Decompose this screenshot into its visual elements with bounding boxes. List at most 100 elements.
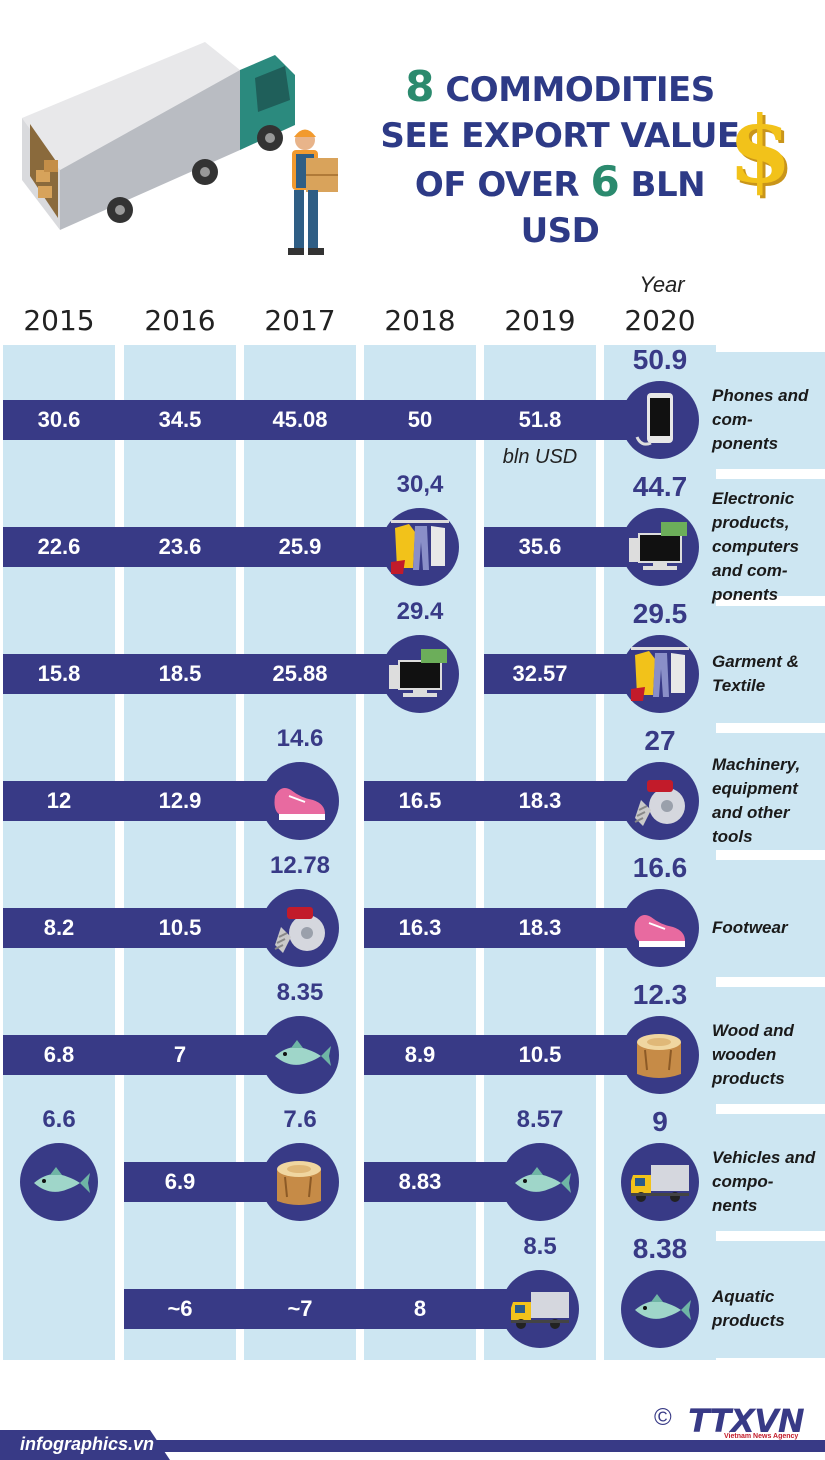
row-bar xyxy=(484,654,634,694)
cell-value: 45.08 xyxy=(272,407,328,432)
cell-value: ~7 xyxy=(287,1296,313,1321)
fish-icon xyxy=(261,1016,339,1094)
row-label: Machinery, equipment and other tools xyxy=(712,755,801,846)
dollar-icon: $ xyxy=(728,96,793,204)
cell-value: 34.5 xyxy=(158,407,202,432)
row-label-background xyxy=(712,606,825,723)
cell-value: 14.6 xyxy=(276,725,324,752)
truck-icon xyxy=(621,1143,699,1221)
unit-label: bln USD xyxy=(502,446,578,468)
cell-value: 35.6 xyxy=(518,534,562,559)
row-bar xyxy=(124,1162,274,1202)
ttxvn-logo: TTXVN xyxy=(688,1402,805,1440)
cell-value: 25.9 xyxy=(278,534,322,559)
year-2019: 2019 xyxy=(504,304,576,337)
row-label: Aquatic products xyxy=(712,1287,785,1330)
row-bar xyxy=(3,908,274,948)
cell-value: 51.8 xyxy=(518,407,562,432)
cell-value: 10.5 xyxy=(518,1042,562,1067)
cell-value: 8.57 xyxy=(516,1106,564,1133)
computer-icon xyxy=(621,508,699,586)
cell-value: 6.6 xyxy=(42,1106,76,1133)
row-bar xyxy=(364,908,634,948)
row-label-background xyxy=(712,860,825,977)
logo-subtitle: Vietnam News Agency xyxy=(724,1433,799,1440)
row-label: Garment & Textile xyxy=(712,652,799,695)
row-label: Phones and com- ponents xyxy=(712,386,809,453)
cell-value: 10.5 xyxy=(158,915,202,940)
cell-value: 18.5 xyxy=(158,661,202,686)
year-caption: Year xyxy=(639,272,685,297)
row-bar xyxy=(3,781,274,821)
machinery-icon xyxy=(261,889,339,967)
column-background xyxy=(124,345,236,1360)
cell-value: 32.57 xyxy=(512,661,568,686)
cell-value: 16.6 xyxy=(632,852,688,883)
wood-icon xyxy=(621,1016,699,1094)
year-2018: 2018 xyxy=(384,304,456,337)
cell-value: 12 xyxy=(46,788,72,813)
phone-icon xyxy=(621,381,699,459)
cell-value: 12.9 xyxy=(158,788,202,813)
row-label-background xyxy=(712,352,825,469)
cell-value: 16.5 xyxy=(398,788,442,813)
cell-value: 15.8 xyxy=(37,661,81,686)
row-bar xyxy=(3,527,394,567)
fish-icon xyxy=(20,1143,98,1221)
cell-value: 8.2 xyxy=(43,915,75,940)
cell-value: 23.6 xyxy=(158,534,202,559)
row-bar xyxy=(364,781,634,821)
row-bar xyxy=(3,400,634,440)
cell-value: 9 xyxy=(652,1106,668,1137)
cell-value: 8.9 xyxy=(404,1042,436,1067)
cell-value: 8.38 xyxy=(632,1233,688,1264)
cell-value: 29.5 xyxy=(632,598,688,629)
infographic-title: 8 COMMODITIES SEE EXPORT VALUE OF OVER 6… xyxy=(370,64,750,254)
cell-value: 30.6 xyxy=(37,407,81,432)
row-label-background xyxy=(712,1114,825,1231)
garment-icon xyxy=(381,508,459,586)
fish-icon xyxy=(621,1270,699,1348)
cell-value: 27 xyxy=(644,725,676,756)
row-label: Wood and wooden products xyxy=(712,1021,794,1088)
year-2020: 2020 xyxy=(624,304,696,337)
row-bar xyxy=(364,1035,634,1075)
cell-value: 18.3 xyxy=(518,788,562,813)
cell-value: 12.78 xyxy=(269,852,331,879)
cell-value: 8.35 xyxy=(276,979,324,1006)
footer-brand: infographics.vn xyxy=(20,1434,155,1454)
row-label: Vehicles and compo- nents xyxy=(712,1148,816,1215)
footer-line xyxy=(0,1440,825,1452)
cell-value: 8 xyxy=(413,1296,427,1321)
cell-value: 50.9 xyxy=(632,344,688,375)
cell-value: 8.83 xyxy=(398,1169,442,1194)
row-bar xyxy=(364,1162,514,1202)
cell-value: 16.3 xyxy=(398,915,442,940)
truck-icon xyxy=(501,1270,579,1348)
title-line-1: 8 COMMODITIES xyxy=(405,62,715,111)
title-line-3: OF OVER 6 BLN USD xyxy=(414,157,706,252)
wood-icon xyxy=(261,1143,339,1221)
cell-value: 6.9 xyxy=(164,1169,196,1194)
row-label: Electronic products, computers and com- … xyxy=(712,489,799,604)
computer-icon xyxy=(381,635,459,713)
cell-value: 8.5 xyxy=(523,1233,557,1260)
year-2017: 2017 xyxy=(264,304,336,337)
machinery-icon xyxy=(621,762,699,840)
cell-value: 7 xyxy=(173,1042,187,1067)
cell-value: 44.7 xyxy=(632,471,688,502)
footer-tab xyxy=(0,1430,170,1460)
row-label-background xyxy=(712,479,825,596)
row-bar xyxy=(124,1289,514,1329)
row-label-background xyxy=(712,1241,825,1358)
year-2015: 2015 xyxy=(23,304,95,337)
cell-value: 30,4 xyxy=(396,471,444,498)
cell-value: 29.4 xyxy=(396,598,444,625)
year-2016: 2016 xyxy=(144,304,216,337)
row-bar xyxy=(484,527,634,567)
cell-value: ~6 xyxy=(167,1296,193,1321)
row-label-background xyxy=(712,733,825,850)
row-label: Footwear xyxy=(712,918,788,937)
shoe-icon xyxy=(621,889,699,967)
header-illustration xyxy=(0,0,825,270)
